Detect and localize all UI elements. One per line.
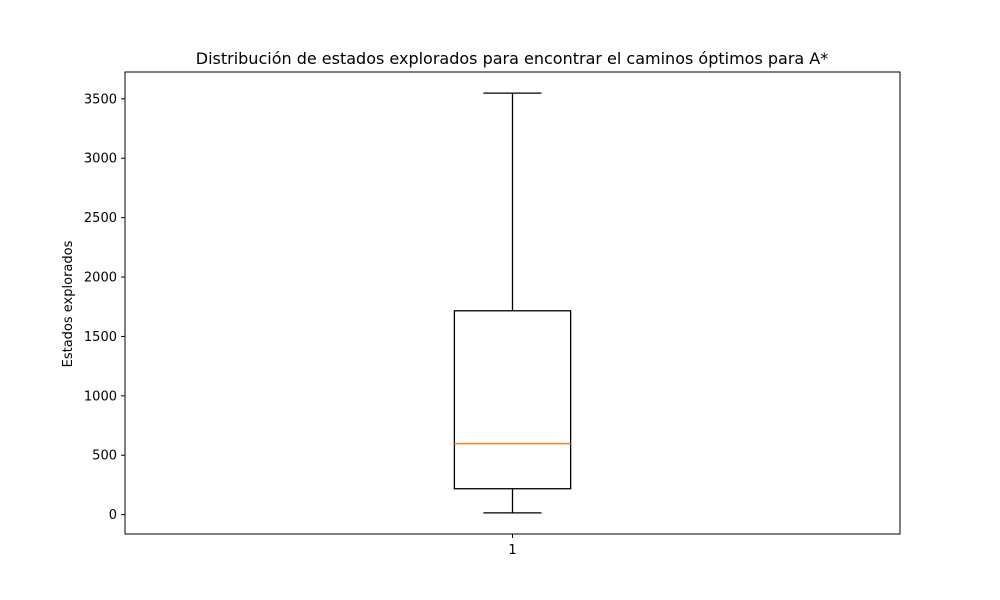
y-tick-label: 1500 bbox=[84, 330, 117, 345]
y-tick-label: 2000 bbox=[84, 271, 117, 286]
iqr-box bbox=[453, 310, 572, 490]
boxes-layer bbox=[453, 92, 572, 514]
y-tick-label: 2500 bbox=[84, 211, 117, 226]
y-tick-label: 0 bbox=[109, 508, 117, 523]
y-axis-label: Estados explorados bbox=[61, 240, 76, 367]
chart-title: Distribución de estados explorados para … bbox=[196, 49, 829, 68]
y-tick-label: 3000 bbox=[84, 152, 117, 167]
plot-frame bbox=[124, 71, 901, 535]
y-axis: 0 500 1000 1500 2000 2500 3000 3500 bbox=[84, 92, 125, 523]
x-tick-label: 1 bbox=[508, 543, 516, 558]
y-tick-label: 3500 bbox=[84, 92, 117, 107]
x-axis: 1 bbox=[508, 534, 517, 558]
y-tick-label: 1000 bbox=[84, 389, 117, 404]
y-tick-label: 500 bbox=[92, 449, 117, 464]
